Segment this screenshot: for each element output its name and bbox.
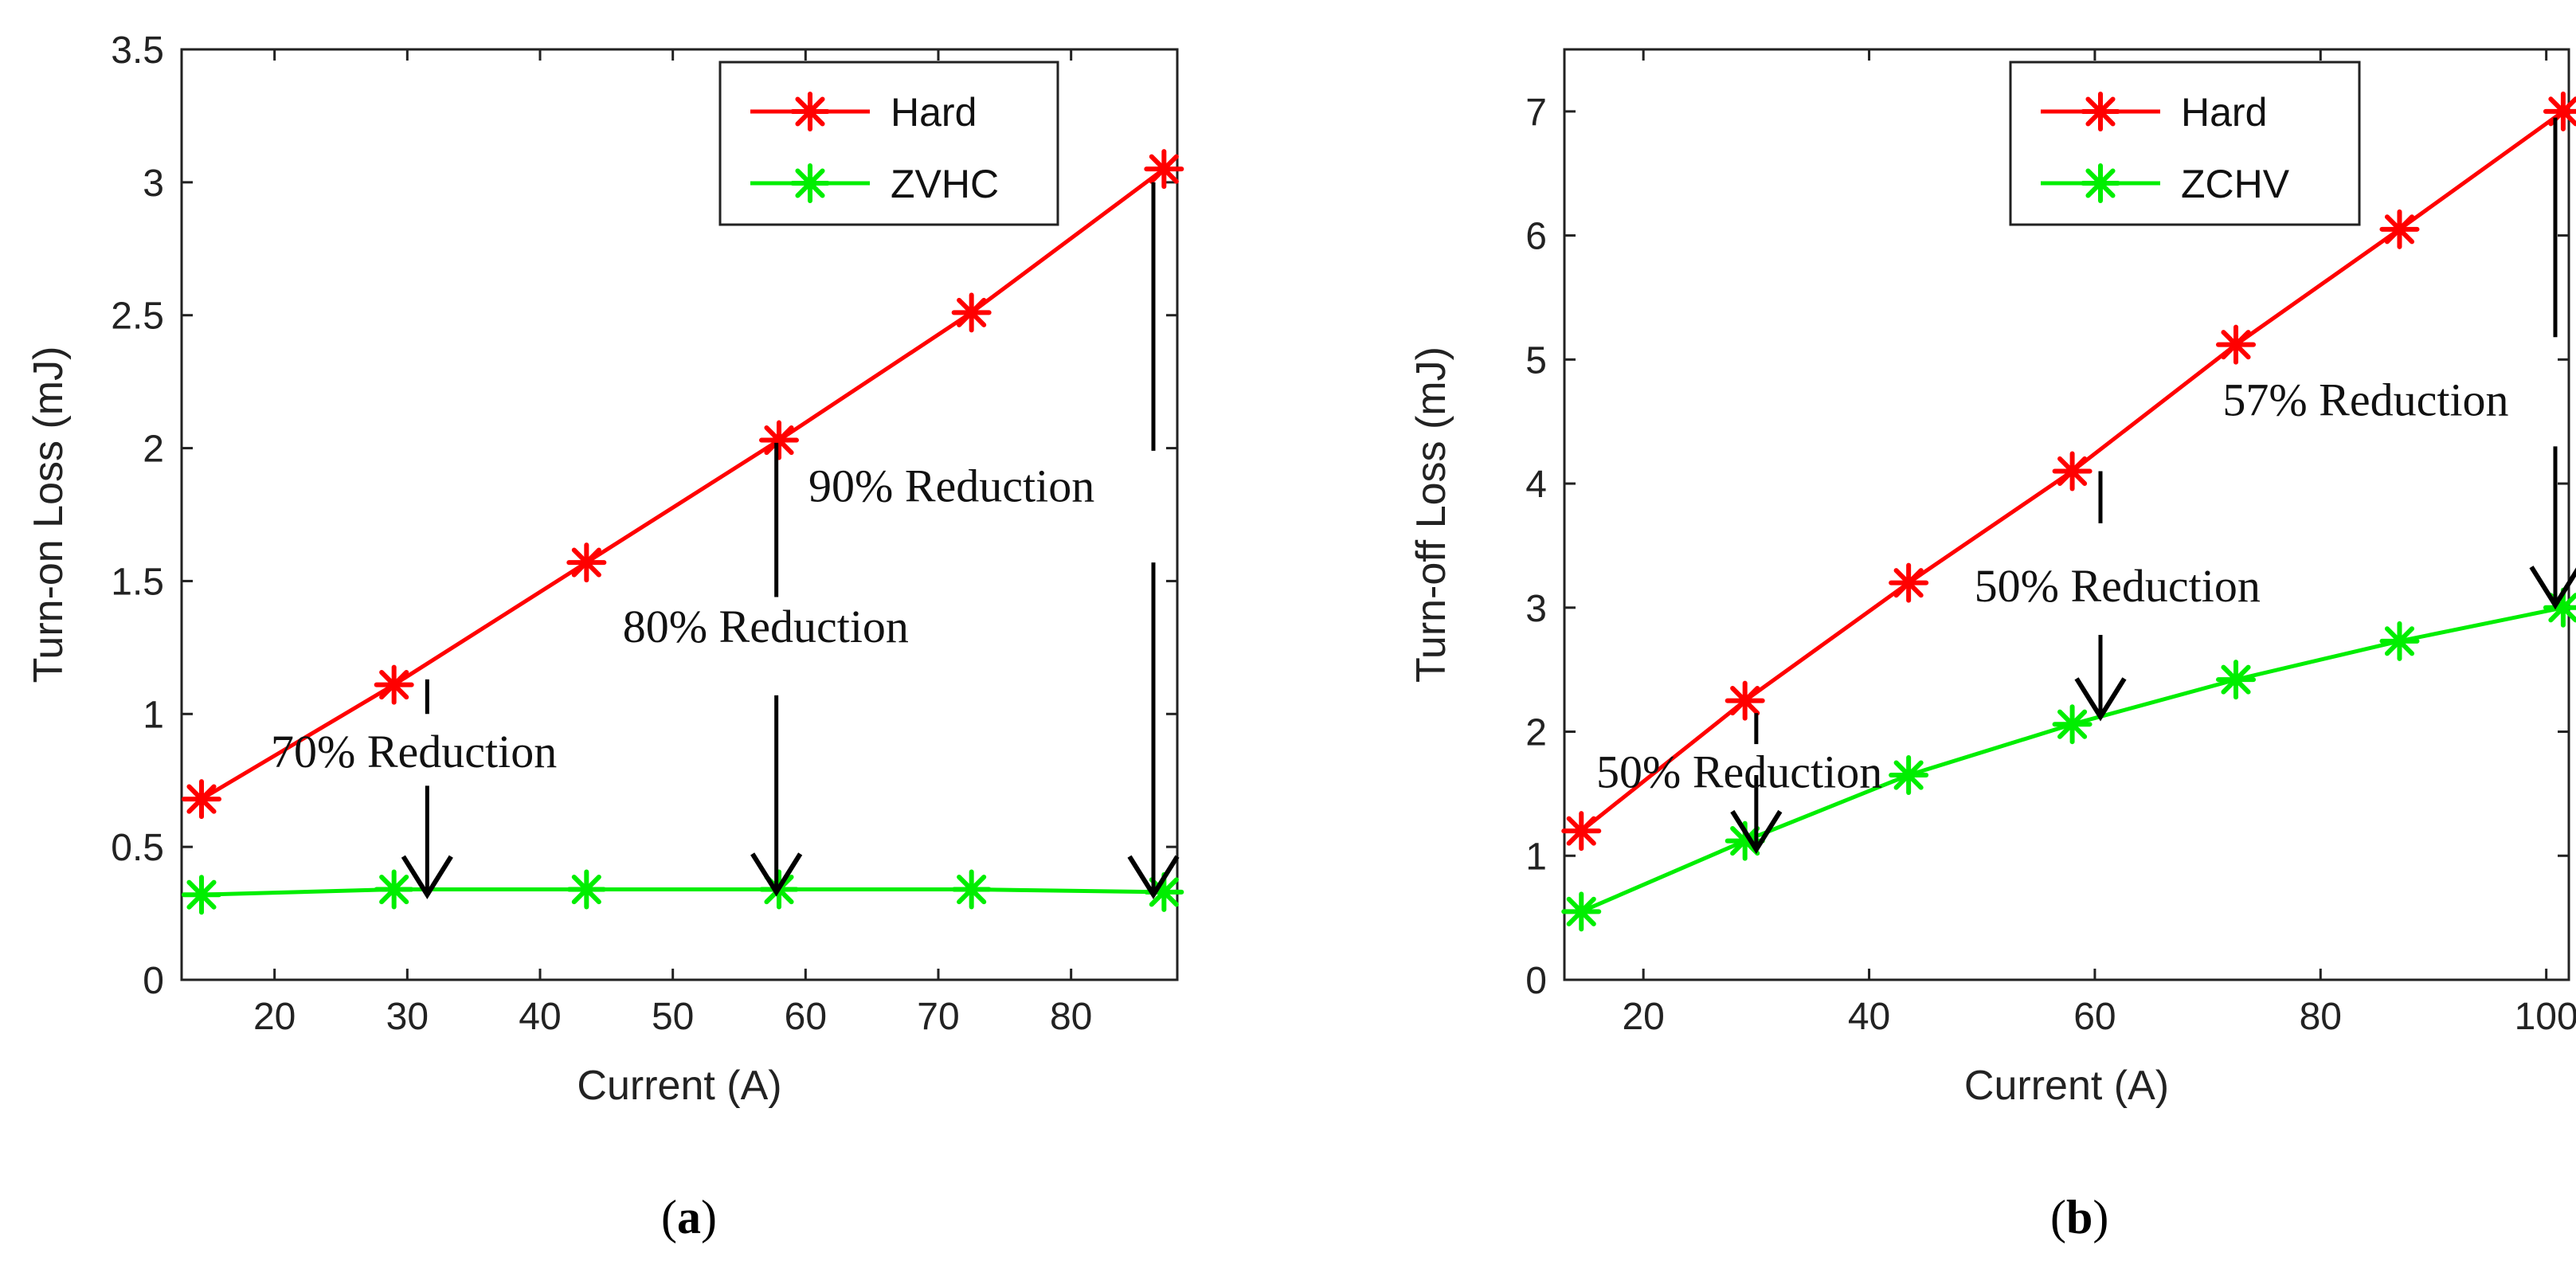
series-line-zvhc (201, 887, 1165, 897)
panel-caption: (b) (2050, 1191, 2108, 1243)
legend: Hard ZCHV (2009, 61, 2361, 226)
y-tick-label: 0 (1525, 960, 1547, 1002)
x-tick-label: 20 (253, 996, 296, 1038)
y-tick-label: 1 (1525, 836, 1547, 878)
data-point-hard (2052, 451, 2093, 491)
data-point-zchv (1889, 755, 1929, 796)
y-tick-label: 3 (143, 163, 164, 205)
data-point-zchv (2052, 704, 2093, 745)
legend-marker (2081, 163, 2120, 203)
legend: Hard ZVHC (718, 61, 1059, 226)
legend-marker (2081, 92, 2120, 131)
data-point-hard (182, 779, 221, 820)
chart-panel-b: 20 40 60 80 100 0 1 2 3 4 5 6 7 Current (A) Turn-off L… (1408, 48, 2576, 1243)
data-point-hard (2543, 91, 2576, 131)
data-point-zchv (1561, 891, 1602, 932)
data-point-hard (759, 420, 799, 460)
y-axis-label: Turn-on Loss (mJ) (25, 347, 72, 683)
x-tick-label: 60 (785, 996, 827, 1038)
y-tick-label: 3 (1525, 588, 1547, 630)
y-tick-label: 3.5 (111, 29, 164, 72)
data-point-hard (951, 292, 992, 333)
y-tick-label: 1 (143, 694, 164, 736)
legend-label-hard: Hard (891, 90, 977, 135)
reduction-arrow (401, 679, 453, 899)
reduction-annotation: 50% Reduction (1975, 560, 2261, 612)
data-point-hard (1561, 811, 1602, 852)
reduction-annotation: 57% Reduction (2222, 374, 2508, 425)
reduction-annotation: 80% Reduction (623, 601, 909, 652)
legend-marker (790, 163, 830, 203)
y-tick-label: 7 (1525, 92, 1547, 134)
x-axis-label: Current (A) (577, 1063, 781, 1109)
legend-label-zchv: ZCHV (2181, 162, 2290, 206)
y-tick-label: 5 (1525, 339, 1547, 382)
y-tick-label: 1.5 (111, 561, 164, 603)
data-point-hard (2216, 324, 2257, 365)
data-point-zchv (2216, 660, 2257, 700)
y-tick-label: 6 (1525, 216, 1547, 258)
x-tick-label: 40 (1848, 996, 1890, 1038)
x-tick-label: 80 (2300, 996, 2342, 1038)
y-tick-label: 2 (1525, 712, 1547, 754)
x-tick-label: 30 (386, 996, 429, 1038)
data-point-zvhc (566, 869, 607, 910)
legend-label-zvhc: ZVHC (891, 162, 999, 206)
data-point-zvhc (951, 869, 992, 910)
y-axis-label: Turn-off Loss (mJ) (1408, 347, 1454, 683)
data-point-zchv (2379, 621, 2420, 661)
x-tick-label: 80 (1050, 996, 1092, 1038)
data-point-hard (1889, 562, 1929, 603)
x-axis-label: Current (A) (1964, 1063, 2169, 1109)
x-tick-label: 20 (1622, 996, 1664, 1038)
legend-marker (790, 92, 830, 131)
reduction-annotation: 70% Reduction (271, 726, 557, 777)
x-tick-label: 70 (917, 996, 959, 1038)
legend-label-hard: Hard (2181, 90, 2267, 135)
y-tick-label: 0.5 (111, 827, 164, 869)
data-point-hard (566, 542, 607, 583)
panel-caption: (a) (661, 1191, 717, 1243)
x-tick-label: 100 (2515, 996, 2576, 1038)
reduction-arrow (750, 442, 803, 897)
y-tick-label: 0 (143, 960, 164, 1002)
x-tick-label: 60 (2073, 996, 2116, 1038)
reduction-annotation: 50% Reduction (1596, 746, 1882, 798)
x-tick-label: 50 (652, 996, 694, 1038)
data-point-hard (374, 664, 414, 705)
data-point-hard (1144, 149, 1184, 190)
data-point-zvhc (182, 875, 221, 915)
reduction-annotation: 90% Reduction (808, 460, 1094, 511)
reduction-arrow (2529, 117, 2576, 610)
y-tick-label: 4 (1525, 464, 1547, 506)
chart-panel-a: 20 30 40 50 60 70 80 0 0.5 1 1.5 2 2.5 3 3.5 Current (A… (25, 29, 1184, 1243)
data-point-hard (2379, 209, 2420, 249)
x-tick-label: 40 (519, 996, 561, 1038)
legend-box (2009, 61, 2361, 226)
series-line-hard (200, 167, 1165, 801)
reduction-arrow (1127, 182, 1180, 899)
y-tick-label: 2.5 (111, 296, 164, 338)
reduction-arrow (1730, 713, 1783, 855)
reduction-arrow (2074, 471, 2127, 722)
y-tick-label: 2 (143, 429, 164, 471)
legend-box (718, 61, 1059, 226)
data-point-hard (1725, 680, 1765, 721)
data-point-zvhc (374, 869, 414, 910)
